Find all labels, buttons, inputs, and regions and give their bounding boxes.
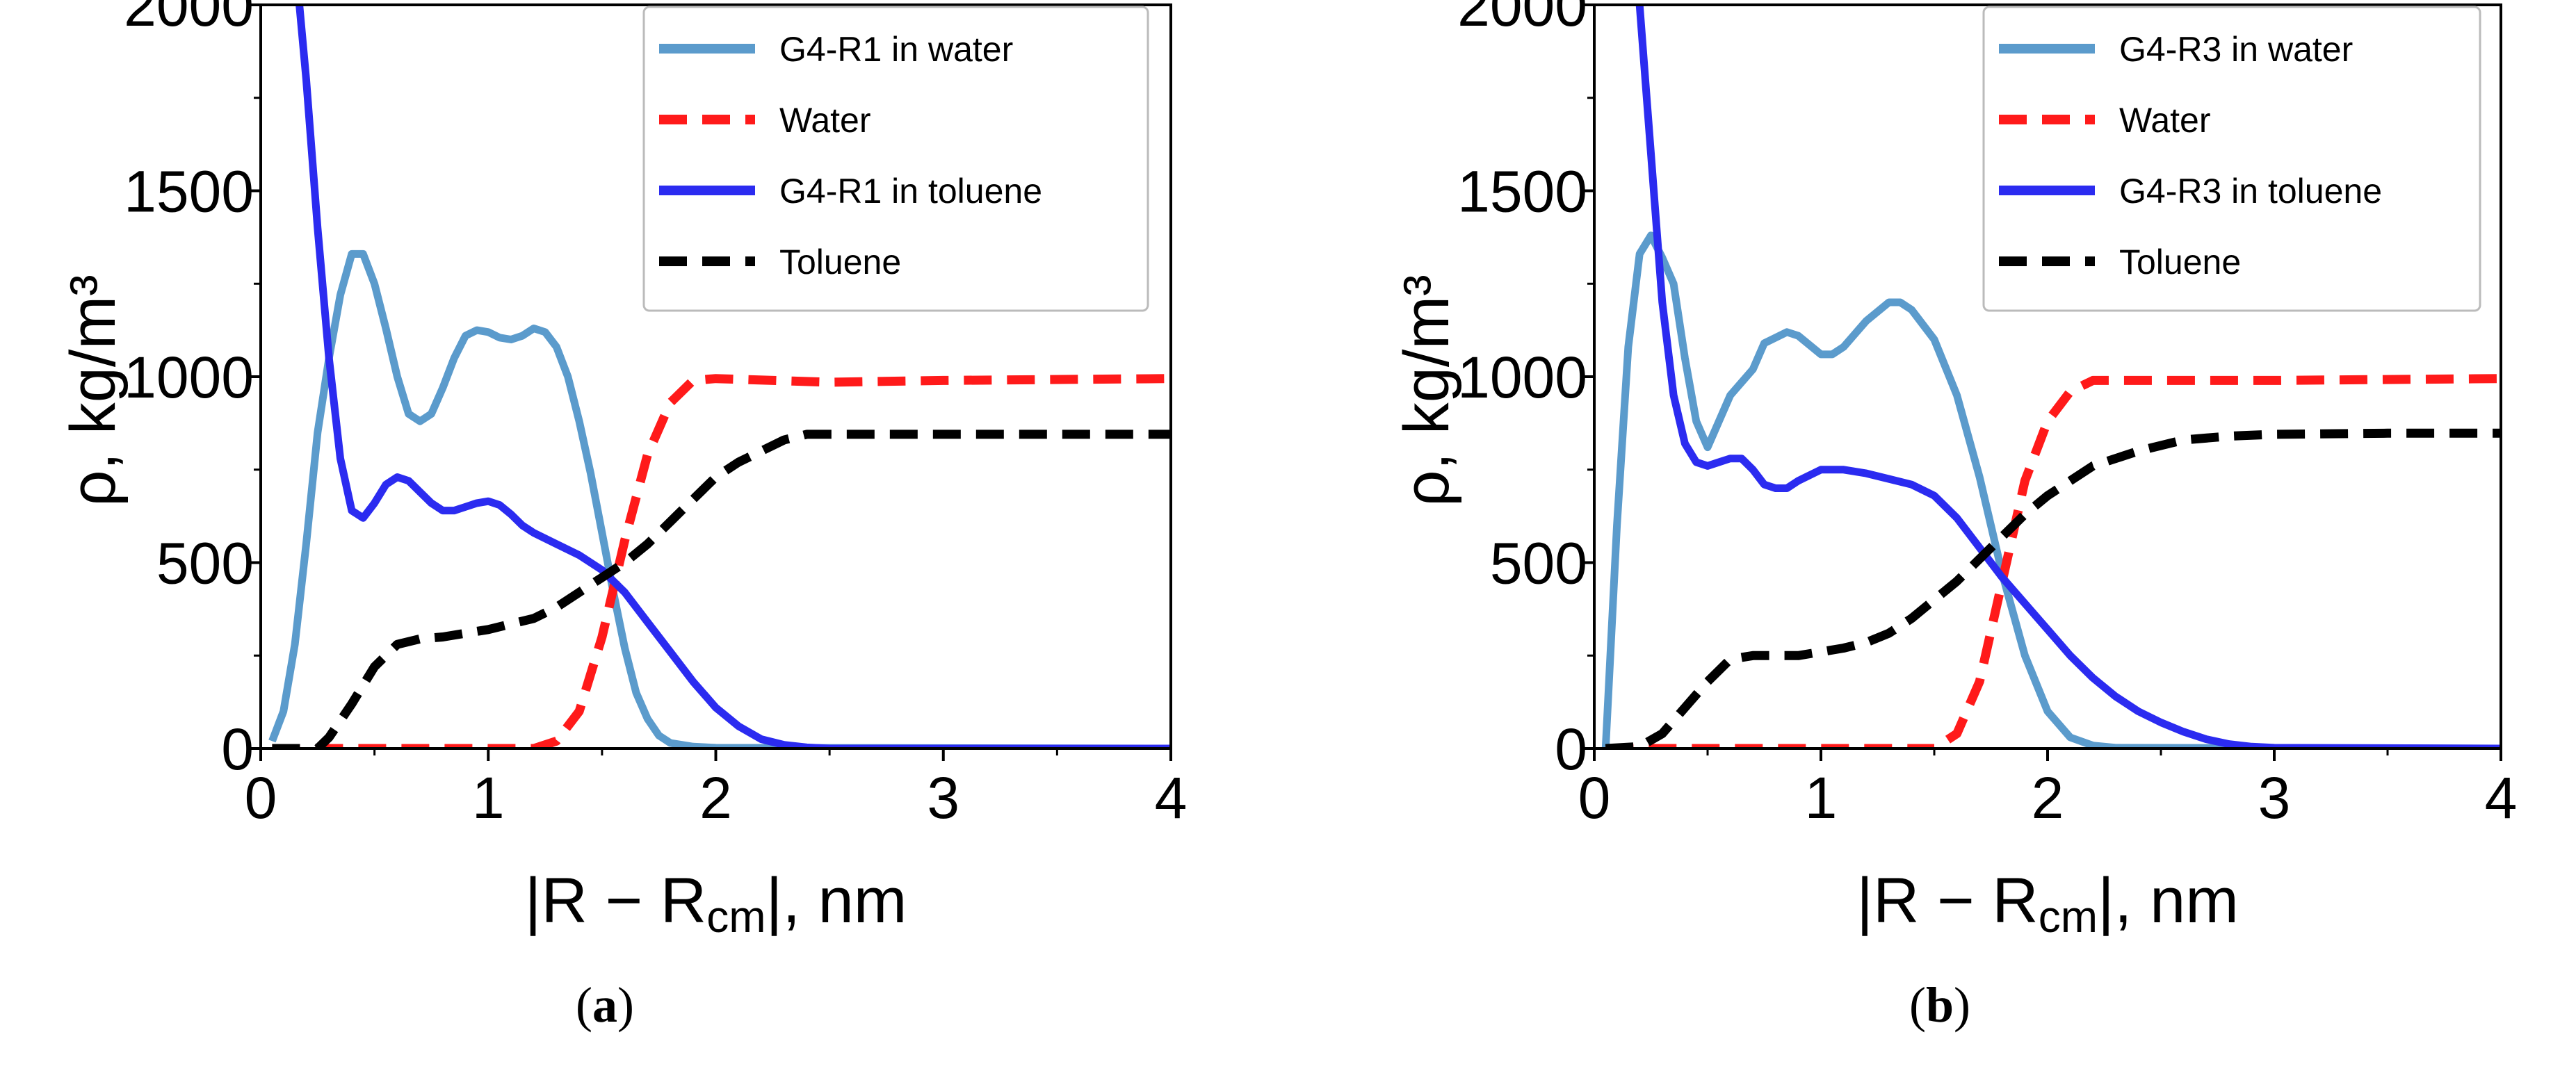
x-axis-title: |R − Rcm|, nm [1856,865,2239,942]
x-tick-label: 3 [927,765,959,831]
plot-area [268,5,1171,749]
caption-paren: ) [617,977,634,1033]
y-tick-label: 1500 [124,159,254,224]
y-tick-label: 2000 [124,0,254,38]
x-tick-label: 3 [2258,765,2291,831]
x-tick-label: 0 [245,765,277,831]
x-tick-label: 2 [2032,765,2064,831]
caption-paren: ) [1954,977,1970,1033]
y-axis-title: ρ, kg/m³ [58,275,129,506]
legend-label: G4-R3 in water [2119,30,2353,69]
legend-label: Toluene [2119,243,2241,281]
caption-paren: ( [576,977,592,1033]
panel-caption: (b) [1909,977,1970,1033]
legend-label: G4-R3 in toluene [2119,172,2382,211]
caption-paren: ( [1909,977,1926,1033]
y-tick-label: 1000 [1457,345,1587,410]
y-tick-label: 1500 [1457,159,1587,224]
caption-letter: a [592,977,617,1033]
x-tick-label: 4 [1155,765,1188,831]
x-tick-label: 1 [1805,765,1838,831]
y-tick-label: 500 [1490,531,1587,596]
legend-box [642,6,1149,312]
series-line-g4-r3-in-water [1601,231,2501,749]
legend-box [1982,6,2481,312]
panel-b: 0 1 2 3 4 0 500 1000 1500 2000 |R − Rcm|, nm ρ, kg/… [1391,0,2517,1033]
legend: G4-R1 in water Water G4-R1 in toluene Tolue… [642,6,1149,312]
x-axis-title: |R − Rcm|, nm [525,865,907,942]
x-axis-title-subscript: cm [706,892,765,942]
series-line-g4-r1-in-toluene [295,5,1171,749]
y-tick-label: 0 [1555,717,1587,782]
x-axis-title-part: |, nm [766,865,907,936]
x-axis-title-part: |R − R [1856,865,2039,936]
legend-label: Water [2119,101,2211,140]
x-tick-label: 1 [472,765,505,831]
x-axis-title-part: |, nm [2098,865,2239,936]
series-line-water [1605,374,2501,749]
series-line-g4-r3-in-toluene [1635,5,2501,749]
x-tick-label: 2 [699,765,732,831]
panel-a: 0 1 2 3 4 0 500 1000 1500 2000 |R − Rcm|, nm ρ, kg/… [58,0,1187,1033]
series-line-toluene [1605,428,2501,749]
series-line-water [272,374,1171,749]
legend-label: G4-R1 in toluene [779,172,1042,211]
y-axis-title: ρ, kg/m³ [1391,275,1462,506]
x-tick-label: 4 [2485,765,2518,831]
y-tick-label: 0 [221,717,254,782]
legend: G4-R3 in water Water G4-R3 in toluene Tolue… [1982,6,2481,312]
caption-letter: b [1926,977,1954,1033]
legend-label: Toluene [779,243,901,281]
y-tick-label: 2000 [1457,0,1587,38]
legend-label: G4-R1 in water [779,30,1013,69]
panel-caption: (a) [576,977,634,1033]
y-tick-label: 500 [156,531,254,596]
x-tick-label: 0 [1578,765,1611,831]
legend-label: Water [779,101,871,140]
y-tick-label: 1000 [124,345,254,410]
x-axis-title-subscript: cm [2039,892,2098,942]
plot-area [1601,5,2501,749]
series-line-toluene [272,430,1171,749]
x-axis-title-part: |R − R [525,865,707,936]
series-line-g4-r1-in-water [268,250,1171,749]
